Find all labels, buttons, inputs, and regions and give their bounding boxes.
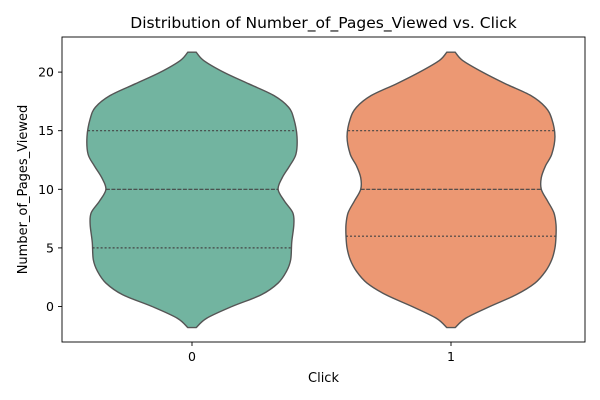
- violins-layer: [86, 51, 557, 329]
- violin-group-0: [86, 51, 298, 329]
- chart-title: Distribution of Number_of_Pages_Viewed v…: [130, 14, 516, 33]
- y-tick-label: 10: [38, 182, 54, 197]
- y-tick-label: 0: [46, 299, 54, 314]
- y-tick-label: 20: [38, 65, 54, 80]
- x-tick-label: 0: [188, 349, 196, 364]
- y-tick-label: 15: [38, 123, 54, 138]
- x-tick-label: 1: [447, 349, 455, 364]
- violin-group-1: [345, 51, 557, 329]
- y-axis-ticks: 0 5 10 15 20: [38, 65, 62, 314]
- y-axis-label: Number_of_Pages_Viewed: [16, 105, 31, 275]
- x-axis-label: Click: [308, 371, 339, 386]
- y-tick-label: 5: [46, 240, 54, 255]
